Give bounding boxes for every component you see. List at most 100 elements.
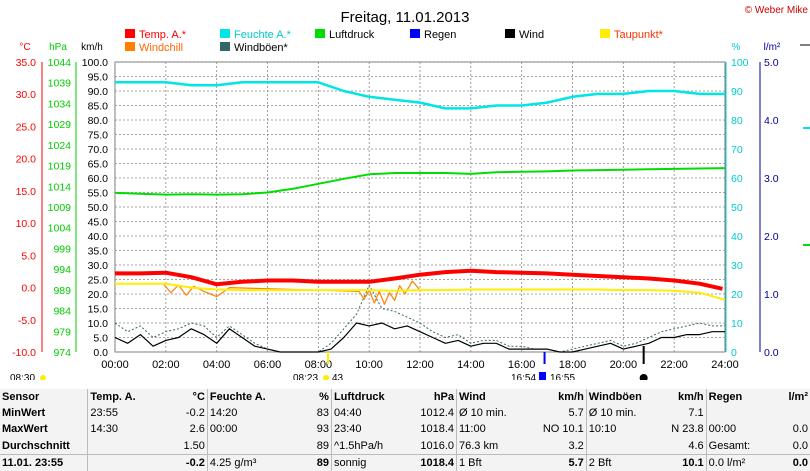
stats-row-current: 11.01. 23:55 -0.2 4.25 g/m³ 89 sonnig 10… bbox=[0, 453, 810, 471]
copyright-label: © Weber Mike bbox=[745, 5, 809, 16]
temp-time bbox=[87, 453, 138, 471]
tick-label-wind: 45.0 bbox=[88, 217, 109, 229]
sensor-header: Sensor bbox=[2, 391, 40, 404]
hum-time bbox=[206, 437, 268, 455]
tick-label-pressure: 1024 bbox=[48, 140, 72, 152]
legend-swatch bbox=[220, 42, 230, 51]
stats-row-max: MaxWert 14:30 2.6 00:00 93 23:40 1018.4 … bbox=[0, 421, 810, 438]
temp-time: 14:30 bbox=[87, 421, 138, 438]
tick-label-x: 20:00 bbox=[610, 359, 638, 371]
hum-time: 14:20 bbox=[206, 405, 268, 422]
tick-label-pressure: 1029 bbox=[48, 119, 72, 131]
tick-label-temp: 20.0 bbox=[16, 154, 37, 166]
chart-title: Freitag, 11.01.2013 bbox=[341, 9, 470, 26]
tick-label-wind: 30.0 bbox=[88, 260, 109, 272]
tick-label-wind: 95.0 bbox=[88, 72, 109, 84]
tick-label-wind: 20.0 bbox=[88, 289, 109, 301]
tick-label-humidity: 100 bbox=[731, 57, 749, 69]
gust-value: 10.1 bbox=[648, 453, 707, 471]
wind-value: 5.7 bbox=[526, 453, 587, 471]
legend-swatch bbox=[315, 29, 325, 38]
series-windb-en bbox=[114, 284, 725, 353]
tick-label-wind: 10.0 bbox=[88, 318, 109, 330]
tick-label-wind: 60.0 bbox=[88, 173, 109, 185]
tick-label-wind: 55.0 bbox=[88, 188, 109, 200]
series-luftdruck bbox=[114, 167, 726, 196]
wind-value: 3.2 bbox=[568, 439, 584, 452]
rain-value: 0.0 bbox=[792, 439, 808, 452]
abs-humidity: 4.25 g/m³ bbox=[206, 453, 268, 471]
tick-label-wind: 35.0 bbox=[88, 246, 109, 258]
tick-label-pressure: 1019 bbox=[48, 161, 72, 173]
rain-label: 00:00 bbox=[705, 421, 767, 438]
tick-label-wind: 80.0 bbox=[88, 115, 109, 127]
tick-label-humidity: 20 bbox=[731, 289, 743, 301]
tick-label-humidity: 90 bbox=[731, 86, 743, 98]
tick-label-x: 08:00 bbox=[305, 359, 333, 371]
legend-label: Windchill bbox=[139, 42, 183, 54]
axis-title-temp: °C bbox=[19, 42, 30, 53]
tick-label-humidity: 50 bbox=[731, 202, 743, 214]
tick-label-pressure: 974 bbox=[53, 347, 71, 359]
gust-value: 7.1 bbox=[688, 407, 704, 420]
hum-value: 93 bbox=[316, 423, 329, 436]
tick-label-x: 24:00 bbox=[711, 359, 739, 371]
tick-label-temp: -10.0 bbox=[12, 347, 36, 359]
legend-label: Temp. A.* bbox=[139, 29, 187, 41]
tick-label-wind: 40.0 bbox=[88, 231, 109, 243]
sunrise-label: 08:23 bbox=[293, 373, 318, 380]
tick-label-x: 04:00 bbox=[203, 359, 231, 371]
tick-label-x: 16:00 bbox=[508, 359, 536, 371]
tick-label-pressure: 1009 bbox=[48, 202, 72, 214]
press-time: 23:40 bbox=[330, 421, 387, 438]
temp-time: 23:55 bbox=[87, 405, 138, 422]
stats-row-avg: Durchschnitt 1.50 89 ^1.5hPa/h 1016.0 76… bbox=[0, 437, 810, 455]
legend-label: Regen bbox=[424, 29, 456, 41]
tick-label-rain: 4.0 bbox=[764, 115, 779, 127]
tick-label-x: 12:00 bbox=[406, 359, 434, 371]
wind-header: Wind bbox=[456, 389, 527, 406]
sunrise-minutes: 43 bbox=[332, 373, 344, 380]
tick-label-humidity: 70 bbox=[731, 144, 743, 156]
tick-label-x: 10:00 bbox=[355, 359, 383, 371]
tick-label-pressure: 984 bbox=[53, 306, 71, 318]
wind-label: 11:00 bbox=[456, 421, 527, 438]
legend-swatch bbox=[410, 29, 420, 38]
hum-value: 83 bbox=[316, 407, 329, 420]
stats-table: Sensor Temp. A. °C Feuchte A. % Luftdruc… bbox=[0, 389, 810, 471]
press-value: 1012.4 bbox=[420, 407, 454, 420]
press-forecast: sonnig bbox=[330, 453, 387, 471]
tick-label-temp: 10.0 bbox=[16, 218, 37, 230]
hum-value: 89 bbox=[267, 453, 332, 471]
weather-chart: Freitag, 11.01.2013 © Weber Mike Temp. A… bbox=[10, 5, 810, 380]
tick-label-wind: 70.0 bbox=[88, 144, 109, 156]
temp-header: Temp. A. bbox=[87, 389, 138, 406]
gust-label bbox=[585, 437, 649, 455]
gust-label: Ø 10 min. bbox=[585, 405, 649, 422]
axes: 35.0 30.0 25.0 20.0 15.0 10.0 5.0 0.0 -5.0 -10.0 1… bbox=[12, 57, 779, 371]
series-taupunkt bbox=[115, 282, 726, 301]
rain-value: 0.0 bbox=[792, 423, 808, 436]
tick-label-humidity: 40 bbox=[731, 231, 743, 243]
tick-label-rain: 5.0 bbox=[764, 57, 779, 69]
rain-label bbox=[705, 405, 767, 422]
wind-value: 5.7 bbox=[568, 407, 584, 420]
series-wind bbox=[114, 322, 725, 353]
tick-label-x: 06:00 bbox=[254, 359, 282, 371]
press-trend: ^1.5hPa/h bbox=[330, 437, 387, 455]
series-windchill bbox=[162, 280, 421, 305]
legend-label: Wind bbox=[519, 29, 544, 41]
gust-value: 4.6 bbox=[688, 439, 704, 452]
press-unit: hPa bbox=[433, 391, 454, 404]
tick-label-x: 02:00 bbox=[152, 359, 180, 371]
press-value: 1016.0 bbox=[420, 439, 454, 452]
sunset-label: 16:54 bbox=[511, 373, 536, 380]
series-lines bbox=[114, 81, 726, 353]
tick-label-pressure: 999 bbox=[53, 243, 71, 255]
temp-unit: °C bbox=[192, 391, 205, 404]
gust-beaufort: 2 Bft bbox=[585, 453, 649, 471]
tick-label-wind: 65.0 bbox=[88, 159, 109, 171]
wind-label: Ø 10 min. bbox=[456, 405, 527, 422]
tick-label-pressure: 1004 bbox=[48, 223, 72, 235]
tick-label-x: 18:00 bbox=[559, 359, 587, 371]
